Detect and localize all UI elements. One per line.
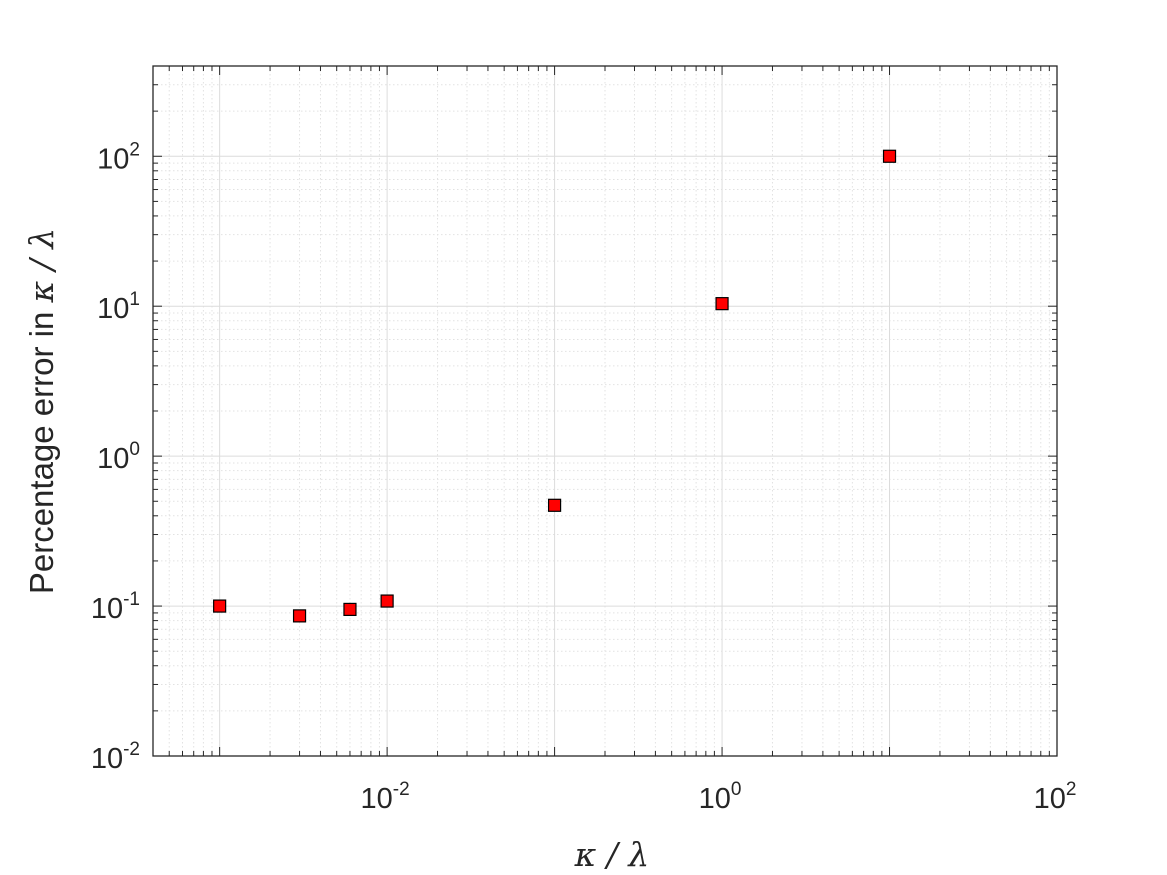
data-point-marker <box>343 602 357 617</box>
x-axis-label: κ / λ <box>574 835 650 874</box>
data-point-marker <box>292 609 307 623</box>
y-axis-label-math: κ / λ <box>22 228 61 304</box>
y-axis-label-text: Percentage error in <box>23 303 60 595</box>
data-point-marker <box>882 149 897 163</box>
x-tick-label: 102 <box>1034 779 1077 815</box>
data-point-marker <box>213 599 227 613</box>
y-tick-label: 102 <box>97 139 140 175</box>
x-tick-label: 10-2 <box>361 779 410 815</box>
y-tick-labels: 10-2 10-1 100 101 102 <box>91 139 140 775</box>
y-tick-label: 101 <box>97 289 140 325</box>
minor-grid <box>152 65 1057 756</box>
axis-ticks <box>152 65 1058 757</box>
data-points <box>213 149 897 623</box>
y-axis-label: Percentage error in κ / λ <box>22 228 61 594</box>
y-tick-label: 10-1 <box>91 589 140 625</box>
y-tick-label: 100 <box>97 439 140 475</box>
data-point-marker <box>547 498 562 512</box>
x-tick-labels: 10-2 100 102 <box>361 779 1077 815</box>
data-point-marker <box>380 594 394 608</box>
data-point-marker <box>715 297 729 311</box>
x-tick-label: 100 <box>699 779 742 815</box>
y-tick-label: 10-2 <box>91 739 140 775</box>
